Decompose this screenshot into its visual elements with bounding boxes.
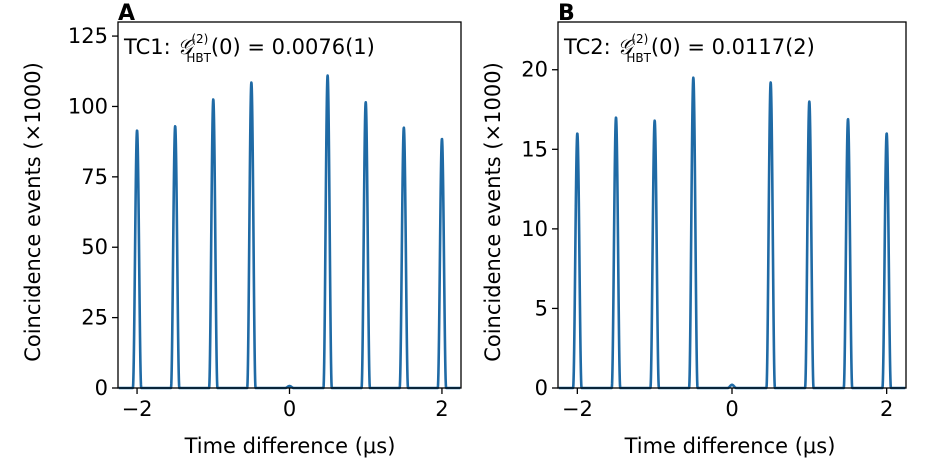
x-axis-label: Time difference (μs) [184,434,396,458]
panel-a: A Coincidence events (×1000) Time differ… [21,1,462,458]
plot-area: −2 0 2 0 25 50 75 100 125 [68,21,462,421]
y-tick-label: 15 [521,137,548,161]
axes-frame [557,21,907,389]
annotation: TC1: 𝒢(2) HBT(0) = 0.0076(1) [123,32,375,65]
y-tick-label: 0 [535,376,548,400]
panel-label: B [558,1,575,26]
y-tick-label: 75 [81,165,108,189]
annotation-superscript: (2) [631,32,648,46]
annotation: TC2: 𝒢(2) HBT(0) = 0.0117(2) [563,32,815,65]
y-tick-label: 50 [81,235,108,259]
y-tick-label: 10 [521,217,548,241]
x-tick-label: 0 [725,397,738,421]
annotation-prefix: TC2: [563,35,617,59]
annotation-symbol: 𝒢 [617,35,635,59]
y-tick-label: 20 [521,58,548,82]
annotation-subscript: HBT [626,51,651,65]
x-tick-label: −2 [122,397,153,421]
annotation-argument: (0) [651,35,681,59]
y-axis-label: Coincidence events (×1000) [481,62,505,362]
x-axis-label: Time difference (μs) [624,434,836,458]
y-tick-label: 0 [95,376,108,400]
y-tick-label: 25 [81,306,108,330]
x-tick-label: 2 [880,397,893,421]
y-axis-label: Coincidence events (×1000) [21,62,45,362]
panel-label: A [118,1,135,26]
x-tick-label: −2 [562,397,593,421]
annotation-value: = 0.0076(1) [241,35,375,59]
y-tick-label: 100 [68,94,108,118]
y-tick-label: 125 [68,24,108,48]
annotation-subscript: HBT [186,51,211,65]
annotation-symbol: 𝒢 [177,35,195,59]
panel-b: B Coincidence events (×1000) Time differ… [481,1,907,458]
annotation-superscript: (2) [191,32,208,46]
x-tick-label: 0 [283,397,296,421]
axes-frame [117,21,462,389]
series-line-1 [557,76,907,390]
x-tick-label: 2 [435,397,448,421]
y-tick-label: 5 [535,296,548,320]
annotation-prefix: TC1: [123,35,177,59]
annotation-argument: (0) [211,35,241,59]
annotation-value: = 0.0117(2) [681,35,815,59]
series-line-1 [117,74,462,390]
